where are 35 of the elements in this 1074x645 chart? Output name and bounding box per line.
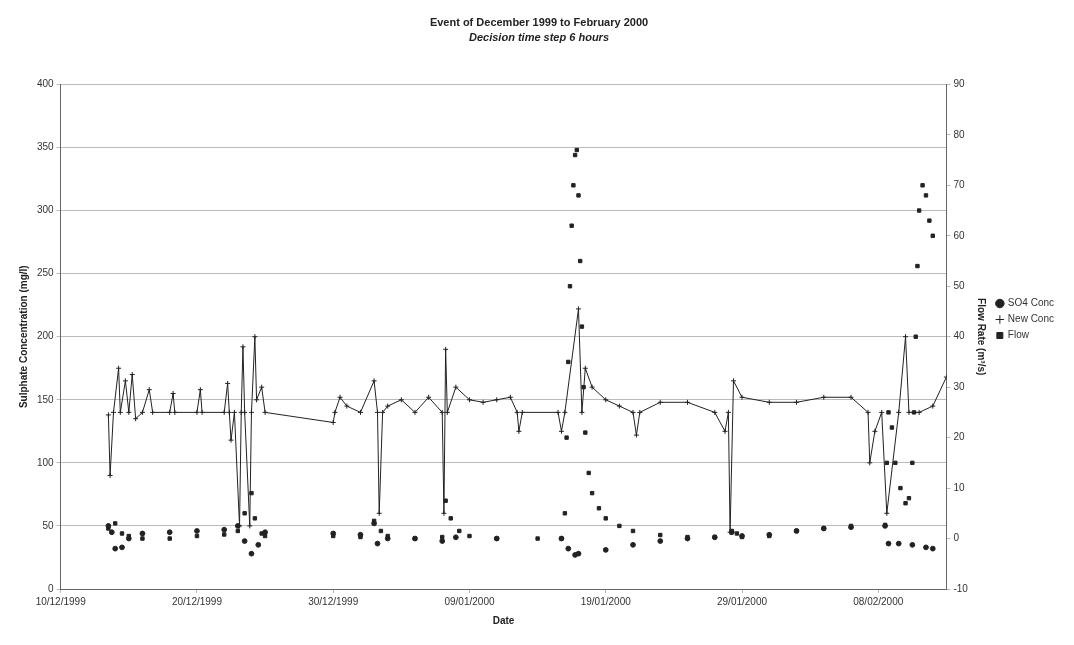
x-tick-label: 30/12/1999 bbox=[308, 595, 359, 607]
y2-tick-label: 30 bbox=[953, 380, 965, 392]
y2-tick-label: 90 bbox=[953, 78, 965, 90]
x-tick-label: 19/01/2000 bbox=[580, 595, 632, 607]
y-tick-label: 150 bbox=[37, 393, 55, 405]
x-tick-label: 08/02/2000 bbox=[853, 595, 904, 607]
y-tick-label: 50 bbox=[42, 519, 55, 531]
y2-tick-label: 40 bbox=[953, 330, 965, 342]
x-tick-label: 10/12/1999 bbox=[35, 595, 87, 607]
legend-label: Flow bbox=[1007, 329, 1030, 341]
chart-title: Event of December 1999 to February 2000 bbox=[429, 15, 649, 28]
y-axis-title: Sulphate Concentration (mg/l) bbox=[17, 265, 29, 409]
y-tick-label: 250 bbox=[37, 267, 55, 279]
y2-tick-label: -10 bbox=[953, 582, 969, 594]
legend-label: SO4 Conc bbox=[1007, 297, 1055, 309]
y2-tick-label: 60 bbox=[953, 229, 965, 241]
y-tick-label: 100 bbox=[37, 456, 55, 468]
chart-subtitle: Decision time step 6 hours bbox=[469, 30, 609, 43]
y2-tick-label: 70 bbox=[953, 179, 965, 191]
x-tick-label: 29/01/2000 bbox=[716, 595, 768, 607]
y-tick-label: 300 bbox=[37, 204, 55, 216]
x-axis-title: Date bbox=[492, 614, 515, 626]
y2-tick-label: 80 bbox=[953, 128, 965, 140]
y-tick-label: 400 bbox=[37, 78, 55, 90]
legend-label: New Conc bbox=[1007, 313, 1055, 325]
y2-tick-label: 20 bbox=[953, 431, 965, 443]
y-tick-label: 350 bbox=[37, 141, 55, 153]
y2-axis-title: Flow Rate (m³/s) bbox=[976, 298, 988, 376]
y-tick-label: 0 bbox=[48, 582, 55, 594]
y2-tick-label: 0 bbox=[953, 532, 960, 544]
y-tick-label: 200 bbox=[37, 330, 55, 342]
y2-tick-label: 10 bbox=[953, 481, 965, 493]
y2-tick-label: 50 bbox=[953, 279, 965, 291]
x-tick-label: 09/01/2000 bbox=[444, 595, 495, 607]
x-tick-label: 20/12/1999 bbox=[171, 595, 223, 607]
